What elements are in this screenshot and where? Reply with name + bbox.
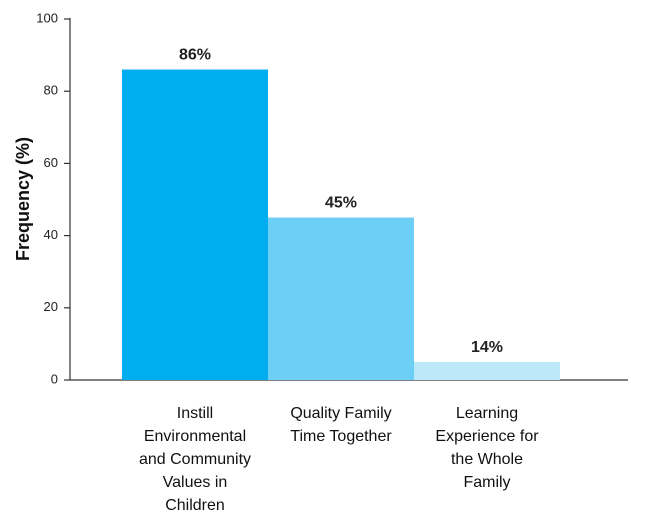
bar-value-label: 45% — [325, 195, 357, 212]
bar-value-label: 14% — [471, 339, 503, 356]
category-labels: Instill Environmental and Community Values … — [139, 405, 539, 514]
x-category-label: Learning Experience for the Whole Family — [435, 405, 539, 491]
y-axis-title: Frequency (%) — [13, 137, 33, 261]
x-category-label-line: Instill — [177, 405, 213, 422]
bar — [268, 217, 414, 380]
bar — [122, 69, 268, 380]
x-category-label: Quality Family Time Together — [290, 405, 392, 445]
x-category-label-line: Values in — [163, 474, 228, 491]
y-tick-label: 0 — [51, 371, 58, 386]
data-labels: 86% 45% 14% — [179, 47, 503, 356]
bar-value-label: 86% — [179, 47, 211, 64]
x-category-label-line: Children — [165, 497, 225, 514]
bars — [122, 69, 560, 380]
y-tick-label: 40 — [44, 227, 58, 242]
x-category-label-line: and Community — [139, 451, 251, 468]
y-tick-label: 60 — [44, 155, 58, 170]
x-category-label-line: Family — [463, 474, 510, 491]
y-tick-label: 20 — [44, 299, 58, 314]
x-category-label-line: Quality Family — [290, 405, 391, 422]
x-category-label-line: Learning — [456, 405, 518, 422]
y-tick-label: 80 — [44, 83, 58, 98]
x-category-label: Instill Environmental and Community Values … — [139, 405, 251, 514]
bar — [414, 361, 560, 380]
x-category-label-line: the Whole — [451, 451, 523, 468]
y-tick-label: 100 — [36, 10, 58, 25]
x-category-label-line: Experience for — [435, 428, 539, 445]
x-category-label-line: Time Together — [290, 428, 392, 445]
x-category-label-line: Environmental — [144, 428, 246, 445]
y-ticks: 0 20 40 60 80 100 — [36, 10, 70, 386]
